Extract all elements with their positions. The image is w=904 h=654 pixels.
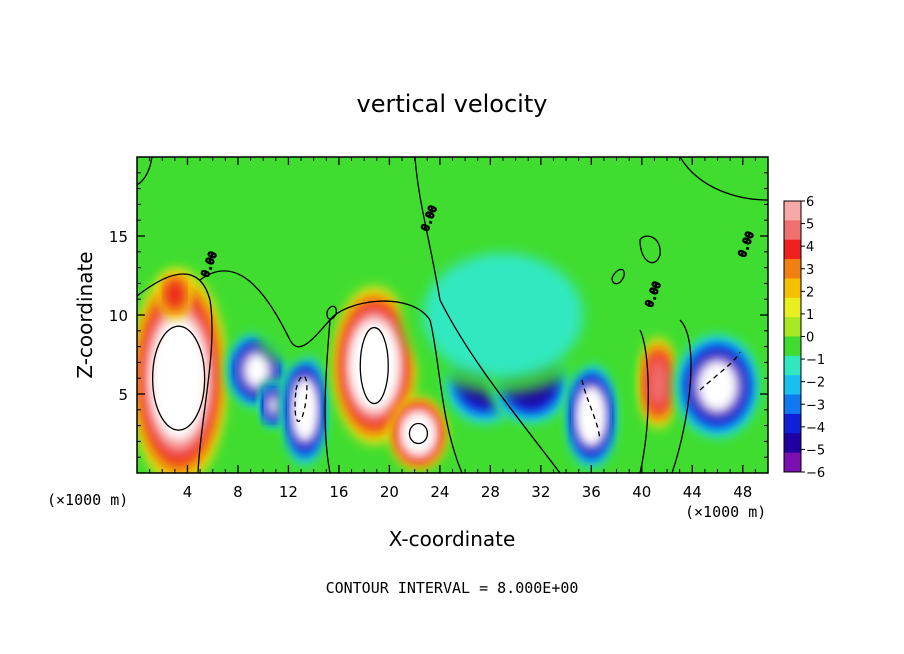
colorbar-label: 2 (806, 285, 814, 300)
zero-contour-6 (679, 157, 768, 201)
colorbar: 6 5 4 3 2 1 0 −1 −2 −3 −4 −5 −6 (783, 195, 825, 481)
positive-contour-0 (151, 325, 206, 431)
colorbar-label: −1 (806, 353, 825, 368)
cell-6 (391, 397, 446, 470)
x-tick-label: 20 (380, 483, 399, 501)
x-unit-right: (×1000 m) (685, 503, 766, 521)
colorbar-label: −3 (806, 398, 825, 413)
x-tick-label: 8 (233, 483, 243, 501)
colorbar-swatch (784, 297, 801, 318)
y-tick-label: 15 (109, 228, 128, 246)
cell-11 (673, 330, 762, 442)
positive-contour-2 (408, 422, 429, 445)
colorbar-label: 4 (806, 240, 814, 255)
x-tick-label: 36 (582, 483, 601, 501)
x-axis: 4 8 12 16 20 24 28 32 36 40 44 48 (149, 157, 756, 501)
colorbar-swatch (784, 452, 801, 473)
cell-14 (717, 226, 768, 325)
colorbar-label: −4 (806, 421, 825, 436)
x-tick-label: 48 (733, 483, 752, 501)
y-tick-label: 10 (109, 307, 128, 325)
zero-contour-1 (199, 270, 331, 473)
zero-contour-8 (639, 235, 661, 264)
colorbar-label: 6 (806, 195, 814, 210)
y-axis: 5 10 15 (109, 172, 768, 458)
zero-contour-4 (639, 329, 649, 473)
colorbar-swatch (784, 220, 801, 241)
zero-contour-0 (137, 273, 213, 473)
x-tick-label: 16 (329, 483, 348, 501)
cell-9 (565, 360, 617, 472)
colorbar-swatch (784, 355, 801, 376)
cell-1 (159, 270, 191, 319)
x-tick-label: 44 (683, 483, 702, 501)
x-tick-label: 4 (183, 483, 193, 501)
colorbar-swatch (784, 433, 801, 454)
x-unit-left: (×1000 m) (47, 491, 128, 509)
colorbar-swatch (784, 375, 801, 396)
x-tick-label: 24 (430, 483, 449, 501)
x-tick-label: 12 (279, 483, 298, 501)
cell-3 (259, 381, 287, 429)
x-axis-label: X-coordinate (389, 527, 516, 551)
positive-contour-1 (359, 326, 389, 405)
colorbar-label: −6 (806, 466, 825, 481)
x-tick-label: 32 (531, 483, 550, 501)
zero-contour-2 (329, 300, 463, 473)
x-tick-label: 40 (632, 483, 651, 501)
colorbar-swatch (784, 394, 801, 415)
y-axis-label: Z-coordinate (73, 251, 97, 378)
colorbar-label: −5 (806, 443, 825, 458)
y-tick-label: 5 (118, 386, 128, 404)
zero-contour-10 (326, 305, 337, 320)
colorbar-swatch (784, 278, 801, 299)
colorbar-label: 1 (806, 308, 814, 323)
colorbar-swatch (784, 239, 801, 260)
zero-contour-9 (611, 268, 625, 285)
zero-contour-7 (137, 157, 153, 186)
negative-contour-0 (294, 375, 308, 422)
colorbar-swatch (784, 317, 801, 337)
cell-12 (400, 236, 606, 394)
cell-10 (639, 337, 677, 429)
cell-4 (282, 350, 327, 470)
negative-contour-1 (581, 379, 601, 441)
colorbar-swatch (784, 413, 801, 434)
zero-contour-5 (671, 319, 692, 473)
x-tick-label: 28 (481, 483, 500, 501)
cell-13 (254, 283, 323, 363)
colorbar-swatch (784, 336, 801, 357)
colorbar-swatch (784, 201, 801, 221)
colorbar-label: 0 (806, 331, 814, 346)
zero-contour-3 (414, 157, 561, 473)
contour-interval-footer: CONTOUR INTERVAL = 8.000E+00 (326, 579, 579, 597)
colorbar-label: 5 (806, 218, 814, 233)
chart-title: vertical velocity (357, 90, 548, 118)
colorbar-label: 3 (806, 263, 814, 278)
colorbar-swatch (784, 259, 801, 279)
colorbar-label: −2 (806, 376, 825, 391)
